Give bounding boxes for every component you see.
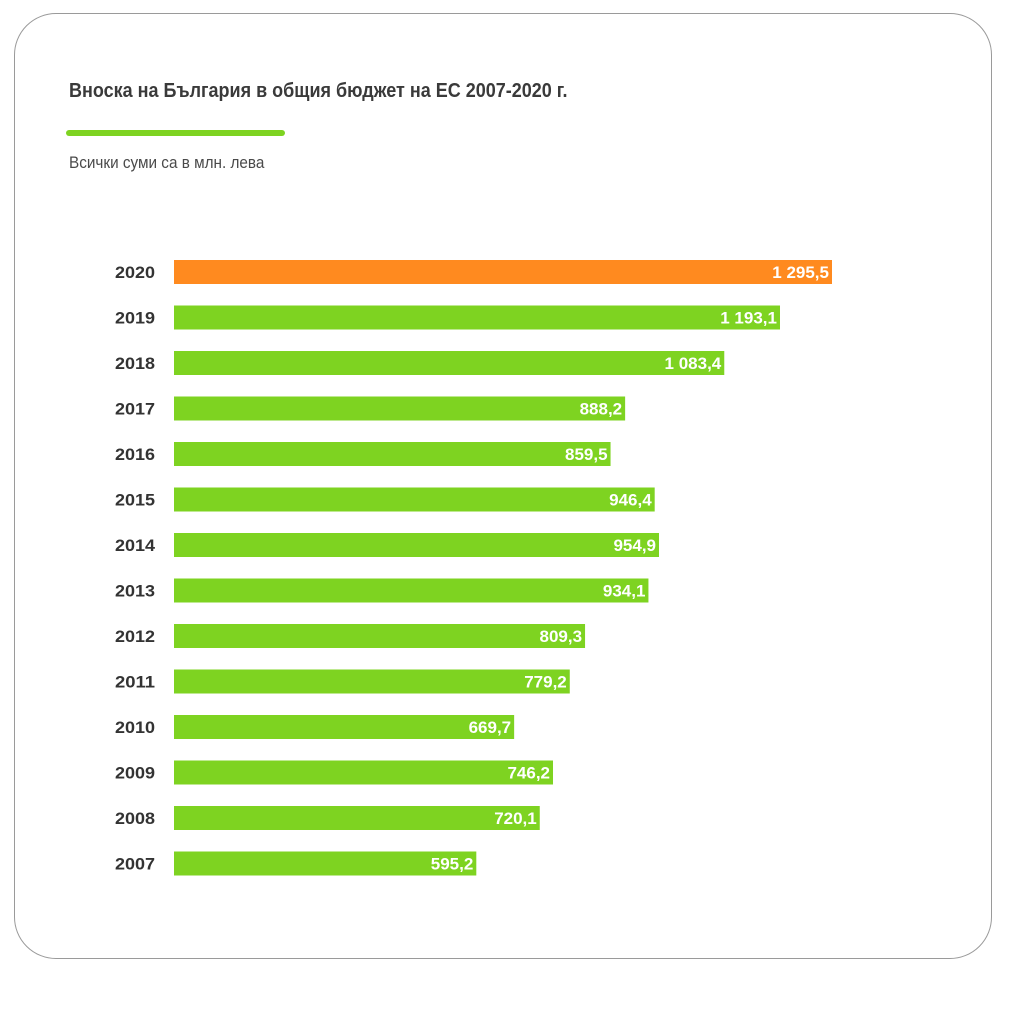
value-label-2015: 946,4 [609,491,652,510]
category-label-2018: 2018 [115,354,155,373]
value-label-2020: 1 295,5 [772,263,829,282]
category-label-2015: 2015 [115,491,155,510]
value-label-2014: 954,9 [613,536,656,555]
title-accent-line [66,130,285,136]
bar-2008 [174,806,540,830]
bar-2018 [174,351,725,375]
chart-subtitle: Всички суми са в млн. лева [69,153,265,172]
category-label-2016: 2016 [115,445,155,464]
bar-2015 [174,487,655,512]
value-label-2012: 809,3 [540,627,583,646]
value-label-2018: 1 083,4 [665,354,722,373]
bar-2011 [174,669,570,694]
value-label-2016: 859,5 [565,445,608,464]
category-label-2017: 2017 [115,400,155,419]
value-label-2008: 720,1 [494,809,537,828]
category-label-2010: 2010 [115,718,155,737]
bar-2010 [174,715,515,739]
value-label-2010: 669,7 [469,718,512,737]
category-label-2020: 2020 [115,263,155,282]
category-label-2011: 2011 [115,673,155,692]
category-label-2009: 2009 [115,764,155,783]
chart-title: Вноска на България в общия бюджет на ЕС … [69,80,568,102]
value-label-2017: 888,2 [580,400,623,419]
category-label-2019: 2019 [115,309,155,328]
bar-2013 [174,578,649,603]
bar-2009 [174,760,554,785]
category-label-2007: 2007 [115,855,155,874]
value-label-2013: 934,1 [603,582,646,601]
value-label-2011: 779,2 [524,673,567,692]
chart-card [14,13,992,959]
bar-2019 [174,305,780,330]
bar-2016 [174,442,611,466]
category-label-2012: 2012 [115,627,155,646]
bar-2007 [174,851,477,876]
category-label-2008: 2008 [115,809,155,828]
category-label-2014: 2014 [115,536,156,555]
bar-2017 [174,396,626,421]
category-label-2013: 2013 [115,582,155,601]
value-label-2007: 595,2 [431,855,474,874]
value-label-2009: 746,2 [507,764,550,783]
bar-2020 [174,260,832,284]
bar-2014 [174,533,660,557]
value-label-2019: 1 193,1 [720,309,777,328]
bar-2012 [174,624,586,648]
